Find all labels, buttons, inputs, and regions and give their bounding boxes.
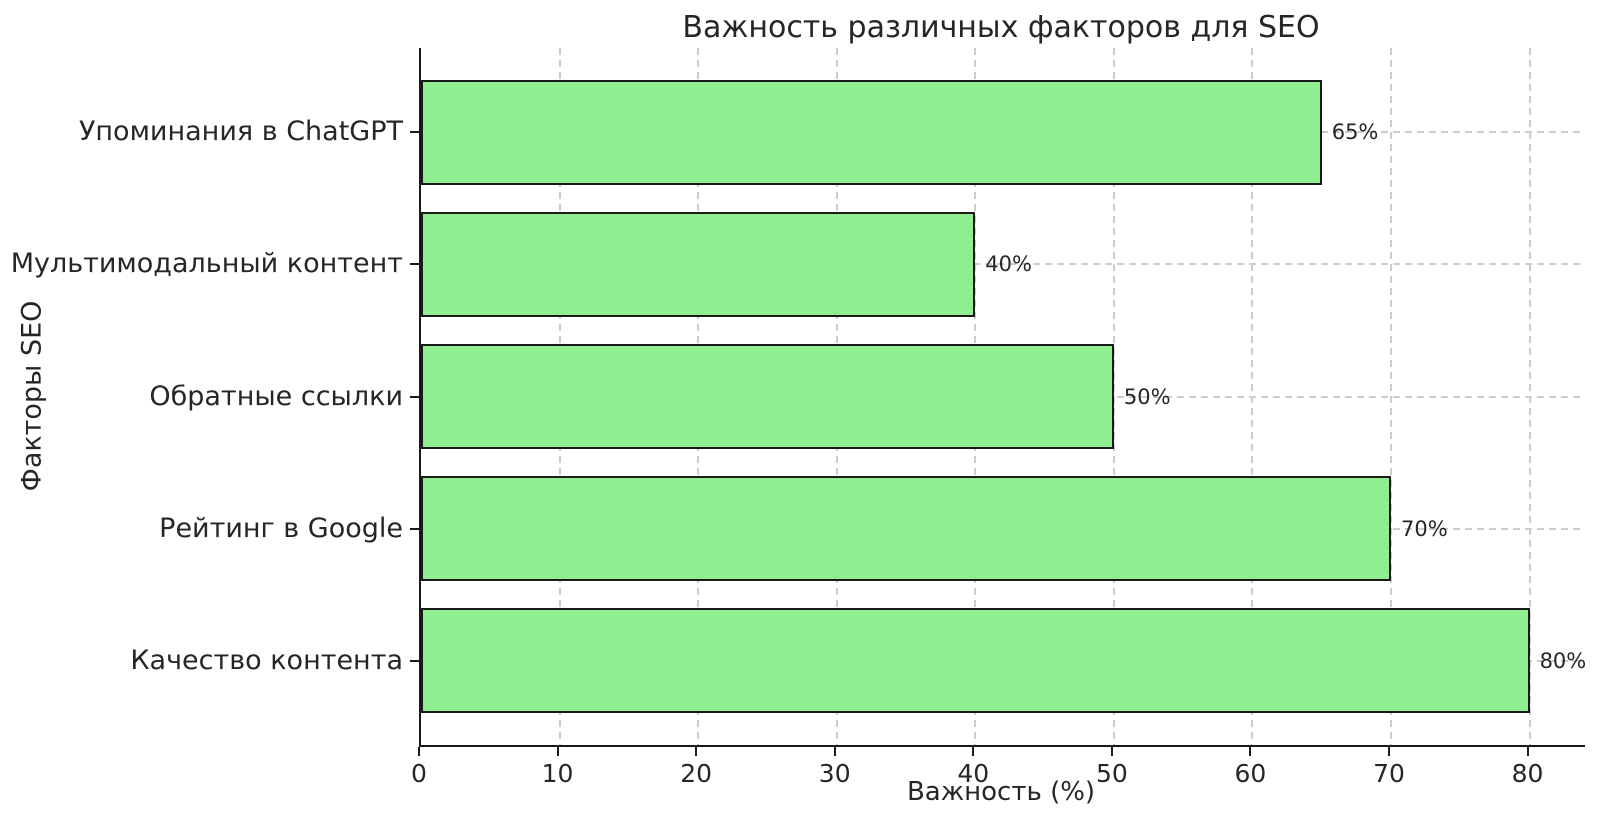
- y-tick-mark: [410, 263, 419, 266]
- bar-value-label: 65%: [1331, 120, 1379, 145]
- x-tick-label: 40: [957, 759, 990, 788]
- chart-title: Важность различных факторов для SEO: [682, 10, 1320, 45]
- bar: [421, 343, 1114, 450]
- category-label: Мультимодальный контент: [10, 248, 403, 280]
- bar: [421, 607, 1530, 714]
- y-tick-mark: [410, 131, 419, 134]
- category-label: Обратные ссылки: [149, 380, 403, 412]
- plot-area: 65% 40% 50% 70% 80%: [419, 48, 1587, 747]
- grid-line-horizontal: [421, 263, 1585, 266]
- x-tick-mark: [972, 747, 975, 756]
- y-tick-mark: [410, 659, 419, 662]
- bar: [421, 79, 1322, 186]
- x-tick-mark: [1388, 747, 1390, 756]
- x-tick-label: 20: [680, 759, 713, 788]
- x-tick-label: 60: [1234, 759, 1267, 788]
- x-tick-label: 70: [1373, 759, 1405, 788]
- x-tick-label: 50: [1095, 759, 1128, 788]
- x-tick-mark: [833, 747, 836, 756]
- bar: [421, 211, 976, 318]
- x-tick-mark: [695, 747, 698, 756]
- x-tick-label: 0: [411, 759, 427, 788]
- x-tick-label: 80: [1511, 759, 1544, 788]
- category-label: Рейтинг в Google: [159, 512, 403, 544]
- category-label: Упоминания в ChatGPT: [78, 116, 403, 148]
- y-axis-label: Факторы SEO: [16, 300, 48, 492]
- x-tick-mark: [1110, 747, 1113, 756]
- x-tick-mark: [556, 747, 559, 756]
- x-tick-mark: [1249, 747, 1252, 756]
- y-tick-mark: [410, 395, 419, 398]
- bar-value-label: 40%: [985, 252, 1032, 277]
- x-tick-label: 10: [541, 759, 574, 788]
- bar-value-label: 70%: [1401, 516, 1448, 541]
- x-tick-mark: [418, 747, 420, 756]
- category-label: Качество контента: [130, 644, 403, 676]
- bar-value-label: 50%: [1123, 384, 1171, 409]
- y-tick-mark: [410, 527, 419, 530]
- x-tick-label: 30: [818, 759, 851, 788]
- bar: [421, 475, 1391, 582]
- bar-value-label: 80%: [1539, 648, 1587, 673]
- x-axis-label: Важность (%): [906, 777, 1096, 807]
- x-tick-mark: [1526, 747, 1529, 756]
